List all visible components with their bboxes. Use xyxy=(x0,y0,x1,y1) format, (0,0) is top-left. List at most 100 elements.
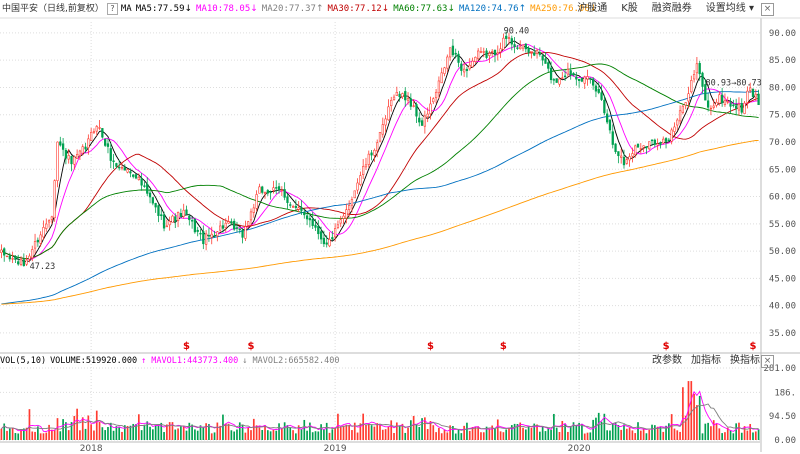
add-indicator-button[interactable]: 加指标 xyxy=(691,355,721,366)
ma-legend-value: 77.63 xyxy=(420,4,448,14)
candle-body xyxy=(112,160,115,163)
candle-body xyxy=(695,63,699,74)
volume-bar xyxy=(499,431,502,440)
volume-bar xyxy=(121,431,123,440)
arrow-up-icon: ↑ xyxy=(315,4,324,14)
volume-bar xyxy=(348,424,350,440)
candle-body xyxy=(437,80,441,94)
candle-body xyxy=(387,106,390,121)
candlesticks xyxy=(0,31,760,267)
volume-bar xyxy=(480,432,482,440)
volume-toolbar: 改参数 加指标 换指标 xyxy=(643,354,760,368)
volume-bar xyxy=(558,432,561,440)
price-tick-label: 75.00 xyxy=(769,111,796,121)
candle-body xyxy=(25,259,28,265)
candle-body xyxy=(426,113,429,118)
hk-connect-button[interactable]: 沪股通 xyxy=(577,3,608,14)
candle-body xyxy=(670,129,673,142)
candle-body xyxy=(563,75,567,78)
candle-body xyxy=(61,143,65,150)
candle-body xyxy=(474,56,477,62)
volume-bar xyxy=(0,428,3,440)
volume-bar xyxy=(216,422,219,440)
candle-body xyxy=(39,234,42,244)
ma-legend-label: MA250: xyxy=(530,4,563,14)
volume-bar xyxy=(202,426,205,440)
candle-body xyxy=(311,219,314,226)
volume-bar xyxy=(508,427,510,440)
candle-body xyxy=(409,98,412,107)
candle-body xyxy=(19,258,23,265)
k-share-button[interactable]: K股 xyxy=(621,3,638,14)
volume-bar xyxy=(553,413,555,440)
candle-body xyxy=(656,143,659,146)
candle-body xyxy=(42,227,45,238)
volume-bar xyxy=(606,430,608,440)
candle-body xyxy=(577,78,581,81)
volume-bar xyxy=(693,393,695,440)
candle-body xyxy=(704,84,707,101)
volume-bar xyxy=(662,431,665,440)
candle-body xyxy=(17,261,20,265)
candle-body xyxy=(384,118,387,126)
candle-body xyxy=(743,102,746,114)
edit-params-button[interactable]: 改参数 xyxy=(652,355,682,366)
candle-body xyxy=(698,63,701,75)
volume-bar xyxy=(673,428,676,440)
volume-bar xyxy=(241,424,244,440)
price-tick-label: 55.00 xyxy=(769,220,796,230)
candle-body xyxy=(87,138,90,148)
volume-bar xyxy=(477,426,479,440)
volume-bar xyxy=(42,433,45,440)
ma-legend-value: 76.08 xyxy=(562,4,590,14)
candle-body xyxy=(645,146,648,149)
change-indicator-button[interactable]: 换指标 xyxy=(730,355,760,366)
volume-bar xyxy=(659,426,662,440)
candle-body xyxy=(648,141,651,150)
candle-body xyxy=(530,51,533,53)
volume-bar xyxy=(415,424,418,440)
candle-body xyxy=(631,153,634,157)
candle-body xyxy=(331,237,334,240)
help-icon[interactable]: ? xyxy=(106,3,118,15)
close-main-icon[interactable]: × xyxy=(761,3,774,16)
candle-body xyxy=(687,93,690,102)
candle-body xyxy=(465,68,469,71)
volume-bar xyxy=(698,395,701,440)
candle-body xyxy=(597,88,600,93)
close-volume-icon[interactable]: × xyxy=(761,355,774,368)
margin-trading-button[interactable]: 融资融券 xyxy=(651,3,692,14)
candle-body xyxy=(28,255,31,260)
volume-bar xyxy=(345,424,348,440)
candle-body xyxy=(521,44,525,49)
candle-body xyxy=(443,67,446,74)
volume-bar xyxy=(196,430,199,440)
volume-bar xyxy=(561,420,564,440)
volume-bar xyxy=(359,423,362,440)
candle-body xyxy=(516,47,519,49)
ma-settings-dropdown[interactable]: 设置均线 ▾ xyxy=(705,3,754,14)
candle-body xyxy=(134,174,138,179)
volume-bar xyxy=(589,432,592,440)
candle-body xyxy=(182,209,185,217)
ma-line-ma5 xyxy=(1,40,759,263)
candle-body xyxy=(527,47,530,53)
volume-bar xyxy=(171,422,174,440)
volume-bar xyxy=(252,418,255,440)
candle-body xyxy=(95,126,98,132)
ma-legend-item: MA60:77.63↓ xyxy=(393,0,455,18)
volume-bar xyxy=(670,414,673,440)
candle-body xyxy=(84,146,87,150)
volume-bar xyxy=(446,432,449,440)
volume-bar xyxy=(617,425,620,440)
volume-tick-label: 0.00 xyxy=(774,436,796,446)
candle-body xyxy=(678,110,682,122)
volume-bar xyxy=(185,430,188,440)
candle-body xyxy=(185,209,188,215)
candle-body xyxy=(622,156,626,166)
volume-bar xyxy=(6,430,8,440)
dividend-marker: $ xyxy=(248,341,255,352)
volume-bar xyxy=(295,433,297,440)
candle-body xyxy=(754,93,757,98)
